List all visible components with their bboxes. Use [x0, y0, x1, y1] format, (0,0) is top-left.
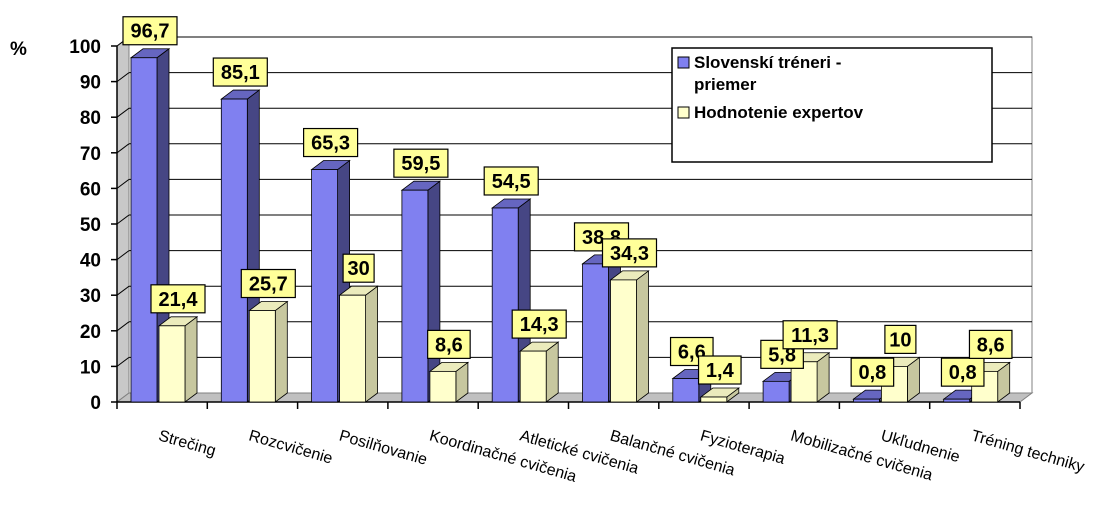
data-label: 85,1 [221, 62, 260, 84]
bar-experts [700, 396, 728, 403]
data-label-box [511, 309, 567, 339]
data-label: 8,6 [435, 334, 463, 356]
bar-side [365, 285, 379, 403]
bar-experts [519, 350, 547, 403]
y-tick-label: 80 [80, 108, 101, 129]
gridline-side [116, 285, 130, 296]
data-label: 25,7 [249, 274, 288, 296]
bar-trainers [220, 98, 248, 403]
y-tick-label: 30 [80, 286, 101, 307]
y-unit-label: % [10, 39, 27, 60]
data-label: 0,8 [949, 362, 977, 384]
bar-side [274, 300, 288, 403]
data-label-box [150, 284, 206, 314]
x-tick-label: Tréning techniky [969, 428, 1086, 477]
bar-side [545, 341, 559, 403]
data-label-box [884, 324, 917, 354]
data-label-box [122, 16, 178, 46]
bar-experts [429, 370, 457, 403]
bar-trainers [853, 398, 880, 403]
bar-side [184, 316, 198, 403]
data-label-box [782, 320, 838, 350]
data-label: 30 [347, 258, 369, 280]
bar-experts [339, 294, 367, 403]
gridline-side [116, 143, 130, 154]
bar-experts [610, 279, 637, 403]
legend-label: Hodnotenie expertov [694, 103, 864, 122]
data-label: 14,3 [520, 314, 559, 336]
x-tick-label: Strečing [157, 428, 218, 461]
legend-label: Slovenskí tréneri - [694, 53, 841, 72]
gridline-side [116, 178, 130, 189]
data-label-box [212, 57, 268, 87]
legend-swatch [677, 106, 690, 119]
data-label-box [342, 253, 375, 283]
y-tick-label: 60 [80, 179, 101, 200]
bar-side [636, 270, 649, 403]
gridline-side [116, 250, 130, 261]
gridline-side [116, 321, 130, 332]
data-label-box [393, 148, 449, 178]
data-label: 59,5 [401, 153, 440, 175]
y-tick-label: 90 [80, 73, 101, 94]
x-tick-label: Rozcvičenie [247, 428, 335, 468]
data-label: 1,4 [706, 360, 735, 382]
legend: Slovenskí tréneri - priemer Hodnotenie exp… [671, 47, 993, 163]
data-label: 5,8 [768, 344, 796, 366]
gridline-side [116, 214, 130, 225]
y-tick-label: 0 [90, 393, 101, 414]
data-label-box [697, 355, 742, 385]
bar-trainers [672, 378, 700, 403]
legend-swatch [677, 56, 690, 69]
data-label-box [240, 268, 296, 299]
y-tick-label: 70 [80, 144, 101, 165]
bar-trainers [130, 57, 158, 403]
data-label: 8,6 [977, 334, 1005, 356]
data-label-box [303, 127, 359, 158]
y-tick-label: 10 [80, 357, 101, 378]
gridline-side [116, 72, 130, 82]
data-labels: 96,721,485,125,765,33059,58,654,514,338,… [122, 16, 1013, 387]
bar-experts [248, 310, 276, 403]
data-label: 96,7 [131, 21, 170, 43]
y-tick-label: 50 [80, 215, 101, 236]
gridline-side [116, 356, 130, 367]
data-label: 21,4 [159, 289, 199, 311]
bar-experts [158, 325, 186, 403]
data-label-box [968, 329, 1013, 359]
x-tick-label: Posilňovanie [337, 428, 429, 469]
data-label-box [601, 238, 658, 268]
bar-trainers [491, 207, 519, 403]
gridline-side [116, 107, 130, 118]
legend-box [671, 47, 993, 163]
data-label-box [427, 329, 471, 359]
bars [129, 47, 1011, 403]
data-label: 54,5 [492, 171, 531, 193]
data-label: 10 [889, 329, 911, 351]
y-tick-label: 100 [69, 37, 101, 58]
data-label: 11,3 [791, 325, 829, 347]
y-tick-label: 20 [80, 322, 101, 343]
data-label: 0,8 [858, 362, 886, 384]
data-label-box [483, 166, 539, 196]
data-label: 65,3 [311, 133, 350, 155]
bar-trainers [943, 398, 971, 403]
bar-trainers [762, 380, 790, 403]
bar-trainers [401, 189, 429, 403]
y-tick-label: 40 [80, 251, 101, 272]
bar-trainers [582, 263, 609, 403]
legend-label: priemer [694, 75, 757, 94]
data-label-box [850, 357, 895, 387]
data-label: 34,3 [610, 243, 649, 265]
data-label-box [940, 357, 985, 387]
bar-trainers [311, 169, 339, 403]
